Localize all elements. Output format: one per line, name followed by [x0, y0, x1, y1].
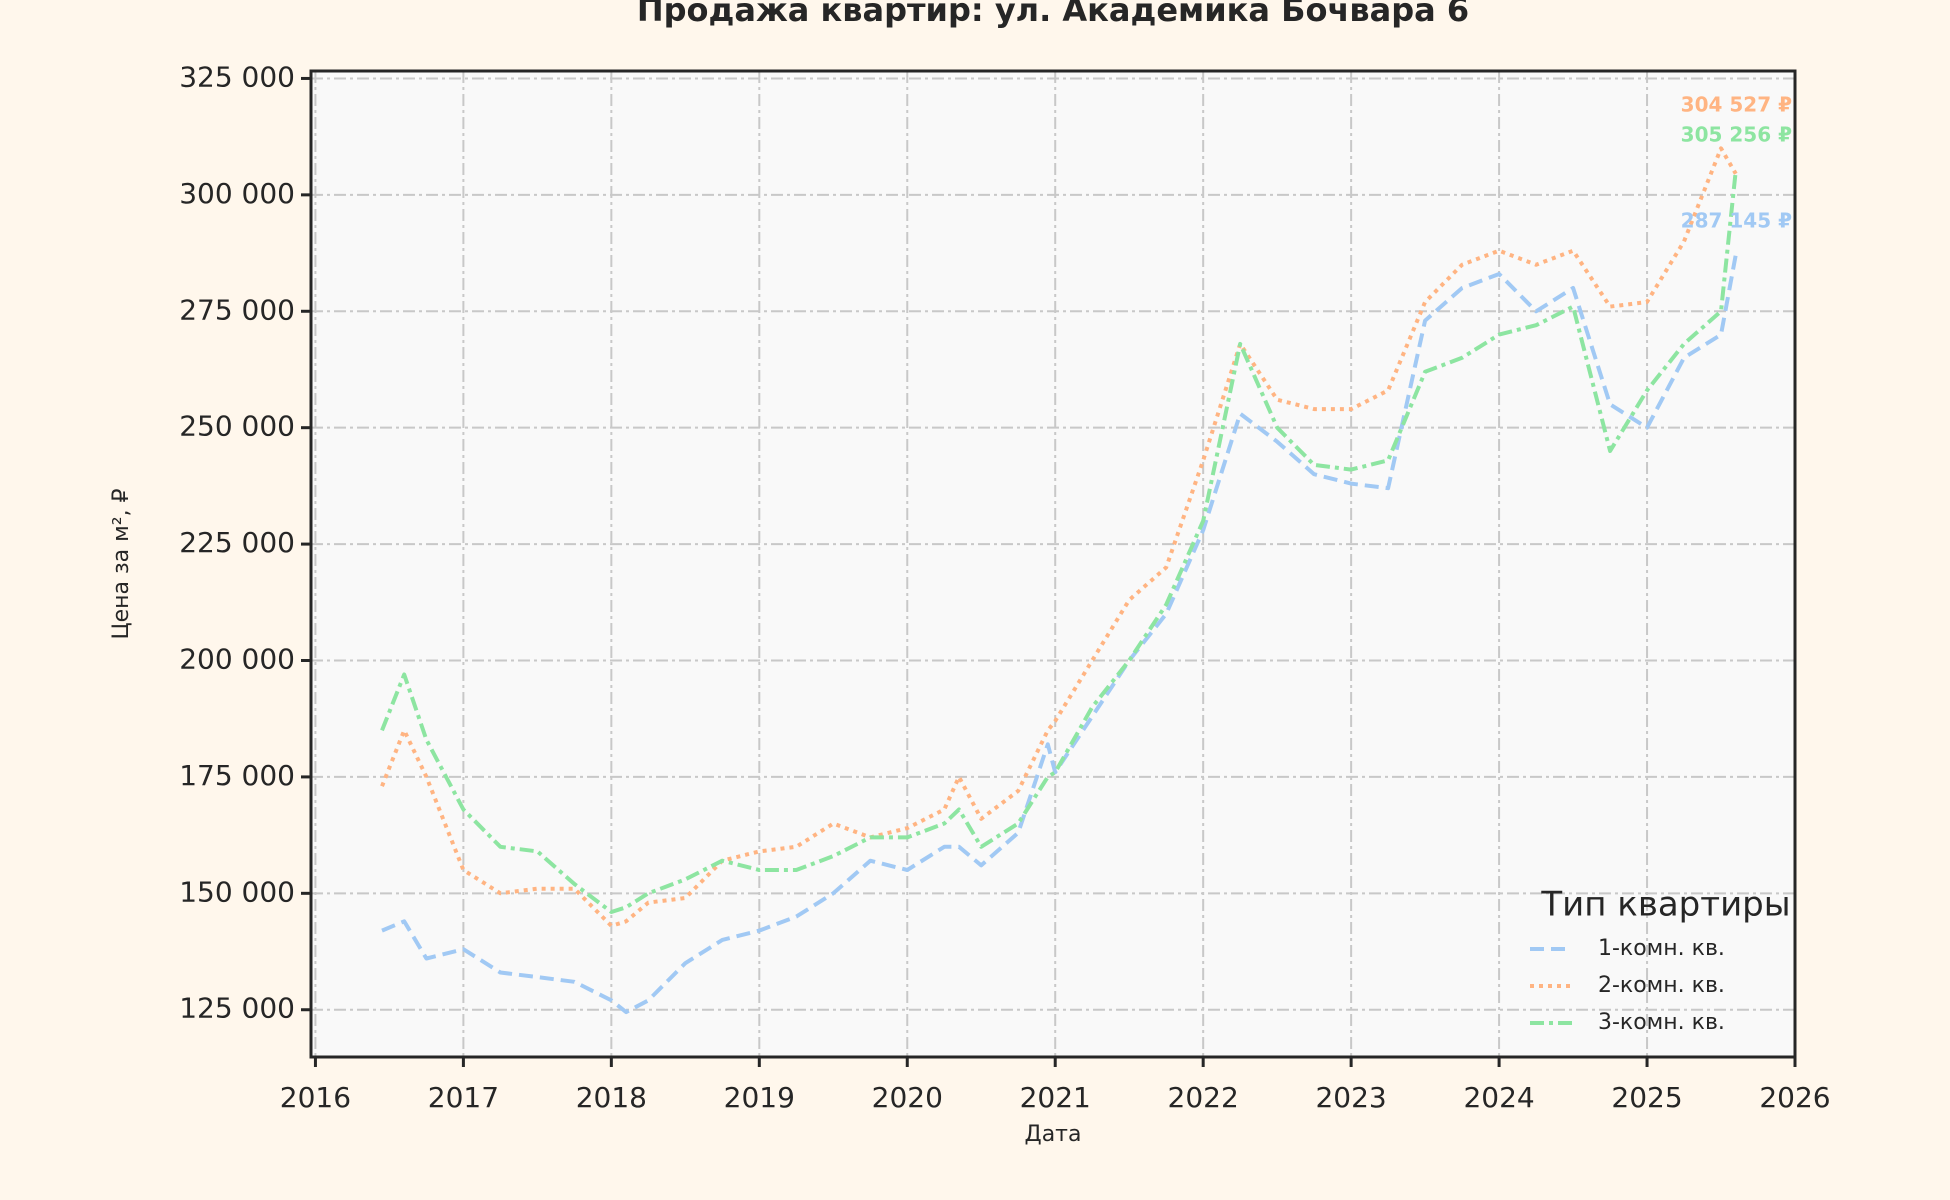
x-tick-label: 2022	[1168, 1081, 1239, 1114]
legend-label: 2-комн. кв.	[1598, 973, 1725, 998]
y-tick-label: 325 000	[179, 60, 295, 93]
y-tick-label: 175 000	[179, 759, 295, 792]
x-tick-label: 2018	[576, 1081, 647, 1114]
x-tick-label: 2026	[1759, 1081, 1830, 1114]
x-tick-label: 2017	[428, 1081, 499, 1114]
y-tick-label: 125 000	[179, 992, 295, 1025]
x-tick-label: 2025	[1611, 1081, 1682, 1114]
x-tick-label: 2019	[724, 1081, 795, 1114]
end-label: 305 256 ₽	[1681, 123, 1792, 147]
end-label: 287 145 ₽	[1681, 209, 1792, 233]
series-line	[380, 170, 1738, 914]
x-tick-label: 2016	[280, 1081, 351, 1114]
y-tick-label: 150 000	[179, 875, 295, 908]
axes-frame	[309, 69, 1797, 1059]
x-tick-label: 2021	[1020, 1081, 1091, 1114]
grid	[311, 71, 1796, 1057]
y-tick-label: 200 000	[179, 643, 295, 676]
ticks: 125 000 150 000 175 000 200 000 225 000 250 0…	[179, 60, 1830, 1114]
y-tick-label: 250 000	[179, 410, 295, 443]
x-axis-label: Дата	[1025, 1122, 1082, 1147]
end-label: 304 527 ₽	[1681, 93, 1792, 117]
x-tick-label: 2020	[872, 1081, 943, 1114]
series-line	[381, 254, 1738, 1015]
lines	[380, 146, 1738, 1015]
y-tick-label: 225 000	[179, 526, 295, 559]
legend-label: 3-комн. кв.	[1598, 1010, 1725, 1035]
y-tick-label: 275 000	[179, 293, 295, 326]
legend-label: 1-комн. кв.	[1598, 936, 1725, 961]
y-axis-label: Цена за м², ₽	[109, 488, 134, 639]
legend-title: Тип квартиры	[1540, 885, 1790, 925]
legend: Тип квартиры 1-комн. кв. 2-комн. кв. 3-комн…	[1530, 885, 1791, 1035]
y-tick-label: 300 000	[179, 177, 295, 210]
chart-title: Продажа квартир: ул. Академика Бочвара 6	[637, 0, 1469, 29]
x-tick-label: 2023	[1315, 1081, 1386, 1114]
x-tick-label: 2024	[1463, 1081, 1534, 1114]
